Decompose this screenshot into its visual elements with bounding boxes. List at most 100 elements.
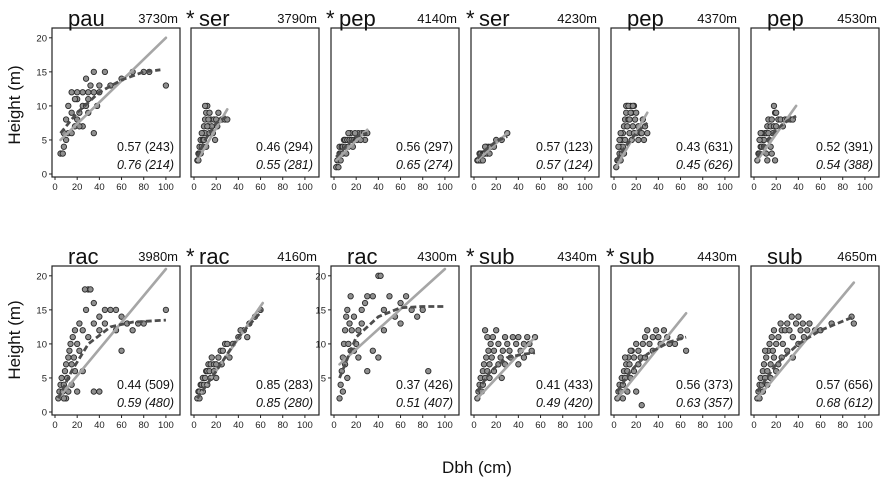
x-tick-label: 40 [793,182,804,193]
species-label: sub [767,244,802,269]
data-point [380,327,388,334]
data-point [499,347,506,354]
r2-linear: 0.46 (294) [256,140,313,154]
x-tick-label: 80 [837,182,848,193]
data-point [71,95,79,103]
linear-fit-line [59,36,168,142]
elevation-label: 3790m [277,11,317,26]
r2-curve: 0.68 (612) [816,396,873,410]
data-point [346,320,353,327]
data-point [65,354,72,361]
data-point [509,333,516,341]
x-axis: 0 20 40 60 80 100 [611,415,733,431]
panel-frame [190,265,320,416]
data-point [339,388,347,395]
significance-star: * [466,244,475,269]
data-point [244,333,251,341]
data-point [162,82,170,89]
curve-fit-line [196,308,264,400]
species-label: ser [199,6,230,31]
x-tick-label: 60 [116,420,127,431]
data-point [96,82,103,89]
y-axis: 0 5 10 15 20 [36,271,52,419]
data-point [850,320,857,327]
data-point [626,116,633,123]
y-tick-label: 5 [42,373,47,384]
linear-fit-line [756,281,856,400]
x-axis: 0 20 40 60 80 100 [52,415,174,431]
data-point [488,354,495,361]
x-tick-label: 80 [417,420,428,431]
y-tick-label: 0 [42,170,47,181]
species-label: pau [68,6,105,31]
data-point [397,320,404,327]
data-point [768,116,775,123]
data-point [201,102,209,110]
data-point [626,361,633,368]
data-point [619,395,627,402]
x-tick-label: 100 [297,420,313,431]
x-tick-label: 40 [513,420,524,431]
data-point [671,340,679,348]
data-point [402,293,410,300]
panel-pau-3730m: pau 3730m 0 20 40 60 80 100 0 5 10 15 20 0.57 (243) 0.… [36,6,181,193]
data-point [616,136,623,144]
data-point [799,320,806,327]
x-tick-label: 20 [771,420,782,431]
x-tick-label: 100 [577,182,593,193]
y-tick-label: 0 [42,408,47,419]
r2-linear: 0.44 (509) [117,378,174,392]
data-point [71,327,79,334]
x-tick-label: 0 [471,420,476,431]
elevation-label: 3730m [138,11,178,26]
y-tick-label: 20 [315,271,326,282]
data-point [345,340,352,348]
data-point [211,136,219,144]
data-point [501,333,509,341]
curve-fit-line [59,68,161,134]
data-point [425,367,432,375]
x-tick-label: 40 [373,420,384,431]
data-point [65,102,72,110]
x-tick-label: 0 [751,420,756,431]
r2-linear: 0.57 (123) [536,140,593,154]
scatter-points [333,129,371,171]
x-tick-label: 80 [557,420,568,431]
x-tick-label: 40 [233,182,244,193]
x-tick-label: 60 [255,182,266,193]
data-point [68,109,75,116]
data-point [773,123,780,130]
data-point [773,340,780,348]
data-point [777,320,784,327]
linear-fit-line [338,267,447,366]
data-point [60,143,68,150]
data-point [205,116,212,123]
significance-star: * [606,244,615,269]
curve-fit-line [756,114,797,158]
data-point [627,109,634,116]
data-point [627,347,634,354]
data-point [204,123,211,130]
x-axis: 0 20 40 60 80 100 [751,177,873,193]
data-point [355,354,362,361]
y-tick-label: 10 [36,101,47,112]
data-point [766,340,773,348]
r2-linear: 0.43 (631) [676,140,733,154]
x-tick-label: 60 [395,182,406,193]
data-point [520,354,528,361]
data-point [484,333,491,341]
x-tick-label: 60 [815,182,826,193]
x-axis: 0 20 40 60 80 100 [611,177,733,193]
x-axis: 0 20 40 60 80 100 [331,177,453,193]
data-point [375,354,382,361]
data-point [79,89,86,96]
r2-curve: 0.45 (626) [676,158,733,172]
significance-star: * [466,6,475,31]
panel-frame [750,265,880,416]
data-point [504,340,511,348]
data-point [386,293,393,300]
x-tick-label: 100 [577,420,593,431]
species-label: pep [767,6,804,31]
data-point [361,299,369,307]
